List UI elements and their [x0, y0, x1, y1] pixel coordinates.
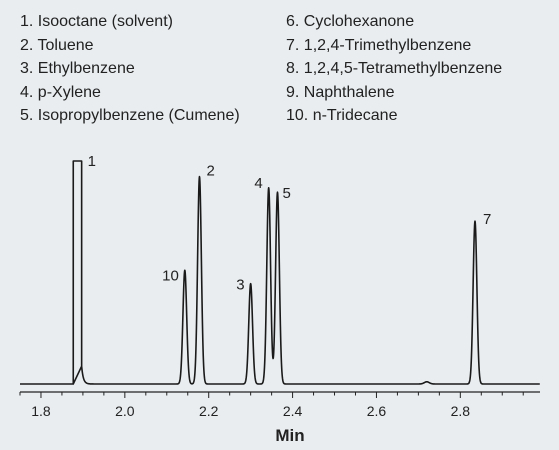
legend-item-number: 2. — [20, 36, 34, 54]
legend-item-name: Isooctane (solvent) — [33, 13, 173, 30]
legend-item: 7. 1,2,4-Trimethylbenzene — [286, 34, 502, 58]
legend-item-number: 6. — [286, 13, 300, 30]
legend-item-name: Naphthalene — [299, 83, 395, 101]
legend-item-name: Cyclohexanone — [299, 13, 415, 30]
legend-item-name: n-Tridecane — [308, 107, 398, 125]
legend-item: 10. n-Tridecane — [286, 104, 502, 128]
legend-item: 2. Toluene — [20, 34, 240, 58]
x-tick-label: 1.8 — [31, 403, 51, 419]
chromatogram-trace — [19, 160, 541, 385]
legend-item-number: 9. — [286, 83, 300, 101]
peak-label: 3 — [236, 277, 244, 294]
peak-label: 5 — [282, 185, 290, 202]
legend-item-name: p-Xylene — [33, 83, 101, 101]
legend-item-number: 8. — [286, 60, 300, 78]
x-tick-label: 2.6 — [367, 403, 387, 419]
x-tick-label: 2.0 — [115, 403, 135, 419]
x-tick-label: 2.4 — [283, 403, 303, 419]
peak-label: 1 — [88, 153, 96, 170]
peak-label: 10 — [162, 267, 179, 284]
legend-right-column: 6. Cyclohexanone 7. 1,2,4-Trimethylbenzen… — [286, 10, 502, 128]
x-axis: 1.8 2.0 2.2 2.4 2.6 2.8 — [19, 391, 540, 419]
peak-label: 7 — [483, 211, 491, 228]
legend-item-number: 5. — [20, 107, 34, 125]
legend-item-name: 1,2,4-Trimethylbenzene — [299, 36, 472, 54]
legend-item-number: 1. — [20, 13, 34, 30]
legend-item: 5. Isopropylbenzene (Cumene) — [20, 104, 240, 128]
legend-item-number: 3. — [20, 60, 34, 78]
legend-item: 4. p-Xylene — [20, 81, 240, 105]
peak-label: 4 — [254, 175, 262, 192]
legend-item-name: Isopropylbenzene (Cumene) — [33, 107, 240, 125]
legend-item-name: 1,2,4,5-Tetramethylbenzene — [299, 60, 503, 78]
legend-left-column: 1. Isooctane (solvent) 2. Toluene 3. Ethyl… — [20, 10, 240, 128]
legend-item: 9. Naphthalene — [286, 81, 502, 105]
x-tick-label: 2.2 — [199, 403, 219, 419]
legend-item-number: 7. — [286, 36, 300, 54]
legend-item: 3. Ethylbenzene — [20, 57, 240, 81]
legend-item: 6. Cyclohexanone — [286, 10, 502, 34]
x-axis-label: Min — [275, 426, 304, 445]
legend-item: 1. Isooctane (solvent) — [20, 10, 240, 34]
peak-labels: 1 10 2 3 4 5 7 — [88, 153, 492, 294]
legend-item-number: 10. — [286, 107, 309, 125]
legend-item-number: 4. — [20, 83, 34, 101]
peak-label: 2 — [206, 163, 214, 180]
legend-item-name: Toluene — [33, 36, 94, 54]
x-tick-label: 2.8 — [451, 403, 471, 419]
legend-item-name: Ethylbenzene — [33, 60, 135, 78]
legend-item: 8. 1,2,4,5-Tetramethylbenzene — [286, 57, 502, 81]
